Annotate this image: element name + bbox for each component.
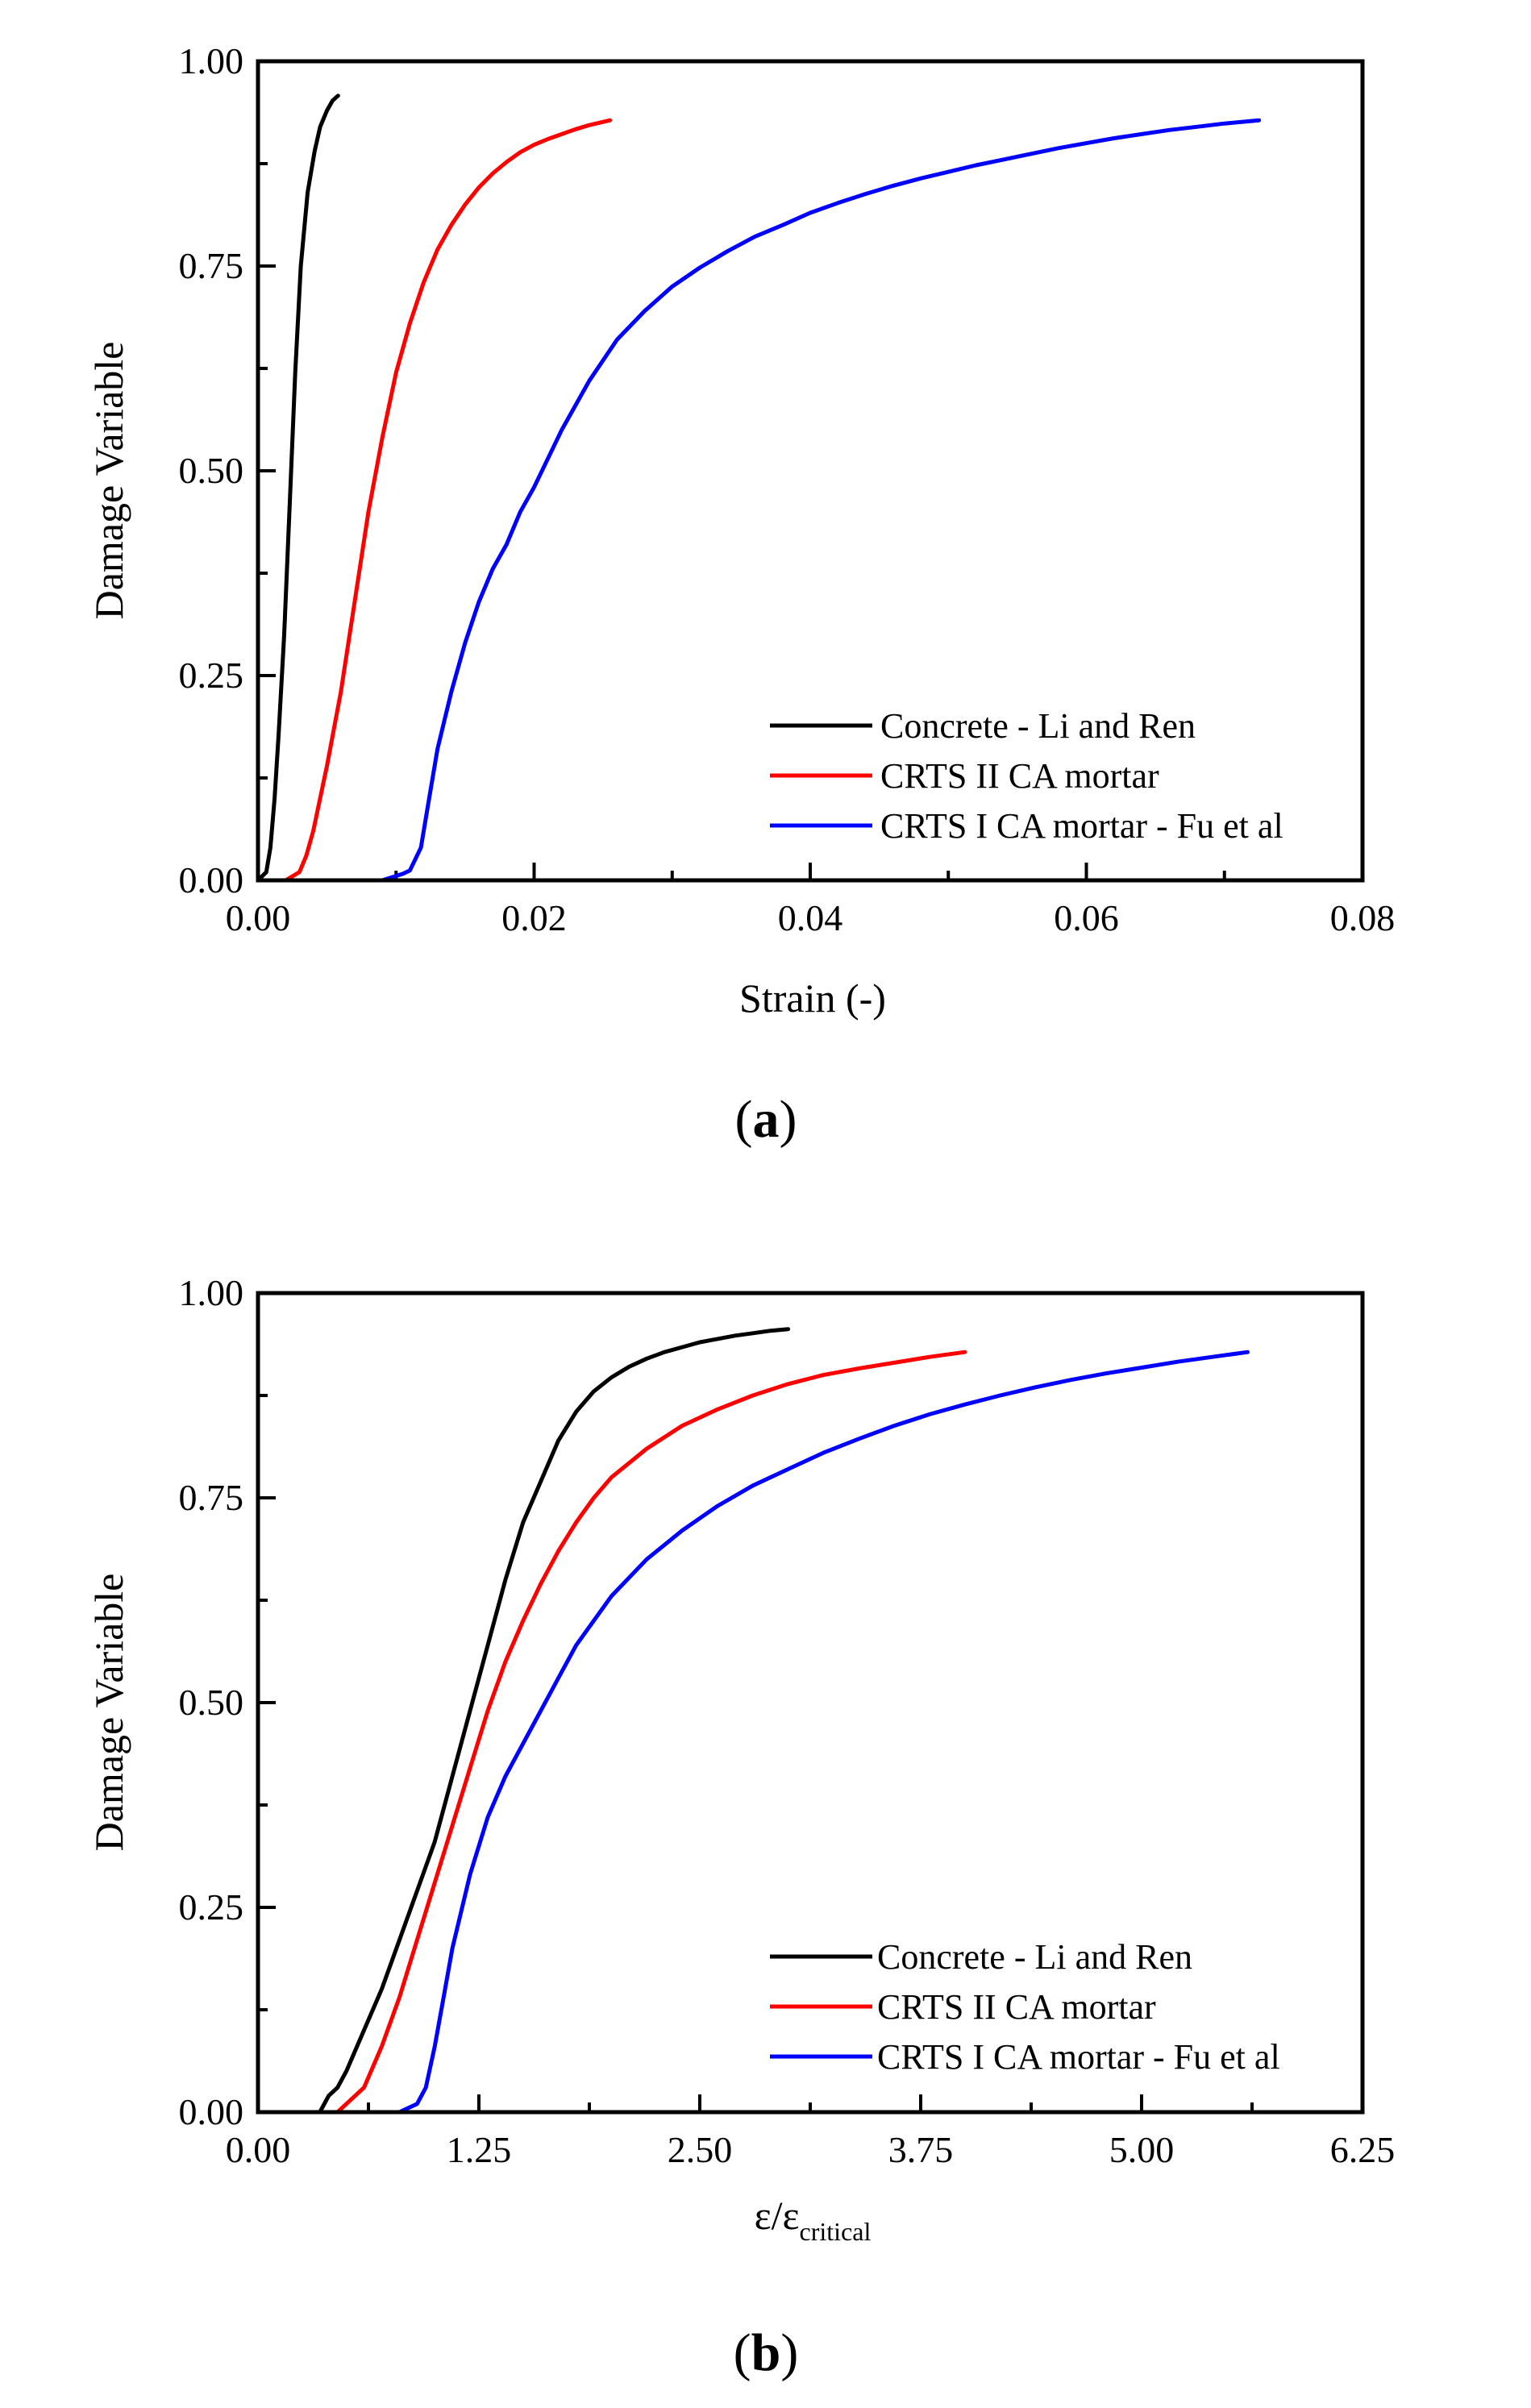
panel-a-series [256, 94, 1262, 883]
panel-b-legend-label-crts-i: CRTS I CA mortar - Fu et al [877, 2037, 1280, 2077]
panel-a-x-tick-label: 0.08 [1330, 897, 1396, 938]
panel-a-y-tick-label: 1.00 [179, 40, 244, 81]
panel-a-letter: a [753, 1090, 780, 1149]
panel-b-y-tick-label: 0.50 [179, 1682, 244, 1723]
panel-a-y-axis-title: Damage Variable [86, 342, 131, 620]
panel-b-series-crts-ii [256, 1350, 967, 2115]
panel-a-x-tick-label: 0.06 [1054, 897, 1119, 938]
panel-a-y-tick-label: 0.50 [179, 450, 244, 491]
panel-a-legend-label-crts-ii: CRTS II CA mortar [880, 756, 1159, 796]
panel-b-y-tick-label: 0.00 [179, 2091, 244, 2132]
panel-b-legend: Concrete - Li and Ren CRTS II CA mortar … [770, 1937, 1280, 2077]
panel-a-x-tick-label: 0.02 [501, 897, 567, 938]
panel-b-x-tick-labels: 0.00 1.25 2.50 3.75 5.00 6.25 [226, 2129, 1396, 2170]
panel-a-y-tick-label: 0.75 [179, 245, 244, 286]
panel-a-series-crts-i [256, 118, 1262, 883]
panel-a-x-axis-title: Strain (-) [739, 975, 886, 1021]
panel-b-y-tick-labels: 0.00 0.25 0.50 0.75 1.00 [179, 1272, 244, 2132]
panel-b-plot-frame [256, 1291, 1365, 2115]
panel-a-plot-frame [256, 59, 1365, 883]
panel-a-series-crts-ii [256, 118, 613, 883]
panel-b-x-axis-title: ε/εcritical [755, 2193, 872, 2246]
panel-b-x-tick-label: 3.75 [888, 2129, 954, 2170]
panel-b-x-tick-label: 1.25 [447, 2129, 512, 2170]
panel-b-y-axis-title: Damage Variable [86, 1574, 131, 1852]
panel-b-series-crts-i [256, 1350, 1250, 2115]
panel-b-series [256, 1327, 1250, 2115]
panel-a-legend: Concrete - Li and Ren CRTS II CA mortar … [770, 706, 1283, 846]
panel-b-legend-label-crts-ii: CRTS II CA mortar [877, 1987, 1156, 2027]
panel-b-letter: b [751, 2323, 781, 2382]
panel-b-x-tick-label: 2.50 [668, 2129, 733, 2170]
panel-b-x-tick-label: 5.00 [1109, 2129, 1175, 2170]
panel-a-x-tick-label: 0.04 [778, 897, 843, 938]
panel-b: 0.00 1.25 2.50 3.75 5.00 6.25 0.00 0.25 0.50 0.7… [86, 1272, 1395, 2382]
panel-b-legend-label-concrete: Concrete - Li and Ren [877, 1937, 1192, 1977]
panel-b-x-axis-title-main: ε/ε [755, 2193, 800, 2238]
panel-b-y-tick-label: 0.75 [179, 1477, 244, 1518]
panel-a-y-tick-labels: 0.00 0.25 0.50 0.75 1.00 [179, 40, 244, 900]
panel-a-legend-label-crts-i: CRTS I CA mortar - Fu et al [880, 806, 1283, 846]
panel-a-legend-label-concrete: Concrete - Li and Ren [880, 706, 1196, 746]
panel-b-label: (b) [734, 2323, 799, 2382]
panel-a-series-concrete [256, 94, 340, 883]
panel-a-y-tick-label: 0.25 [179, 655, 244, 696]
panel-a: 0.00 0.02 0.04 0.06 0.08 0.00 0.25 0.50 0.75 1.0… [86, 40, 1395, 1149]
panel-b-series-concrete [256, 1327, 791, 2115]
panel-a-x-tick-labels: 0.00 0.02 0.04 0.06 0.08 [226, 897, 1396, 938]
panel-b-x-tick-label: 6.25 [1330, 2129, 1396, 2170]
panel-a-y-tick-label: 0.00 [179, 859, 244, 900]
panel-a-label: (a) [735, 1090, 797, 1149]
panel-b-x-tick-label: 0.00 [226, 2129, 291, 2170]
panel-b-y-tick-label: 0.25 [179, 1886, 244, 1928]
panel-b-x-axis-title-sub: critical [800, 2217, 872, 2246]
panel-a-x-tick-label: 0.00 [226, 897, 291, 938]
panel-b-y-tick-label: 1.00 [179, 1272, 244, 1313]
